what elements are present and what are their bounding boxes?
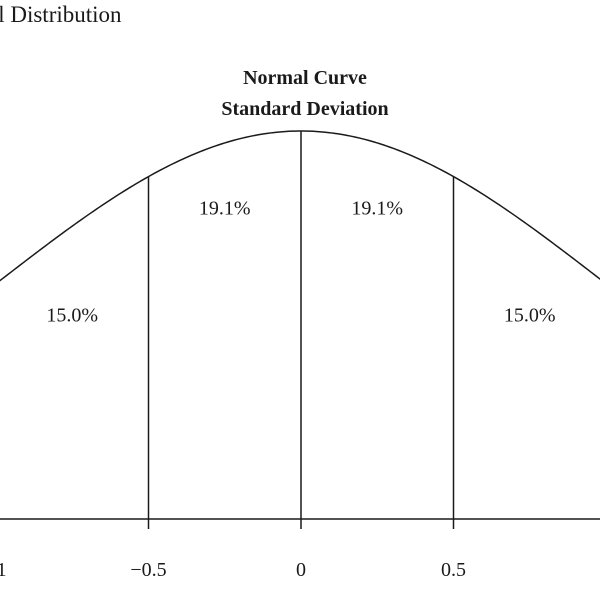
chart-marks: 2−1.5−1−0.500.511.524.4%9.2%15.0%19.1%19… [0,130,600,581]
band-percent-label: 19.1% [351,198,403,220]
x-tick-label: 0.5 [441,559,466,581]
chart-title-line-1: Normal Curve [243,67,367,89]
normal-curve-line [0,130,600,282]
band-percent-label: 19.1% [199,198,251,220]
x-tick-label: −1 [0,559,7,581]
x-tick-label: −0.5 [130,559,166,581]
band-percent-label: 15.0% [504,305,556,327]
chart-title-line-2: Standard Deviation [221,98,388,120]
x-tick-label: 0 [296,559,306,581]
band-percent-label: 15.0% [46,305,98,327]
page-heading: al Distribution [0,2,122,27]
